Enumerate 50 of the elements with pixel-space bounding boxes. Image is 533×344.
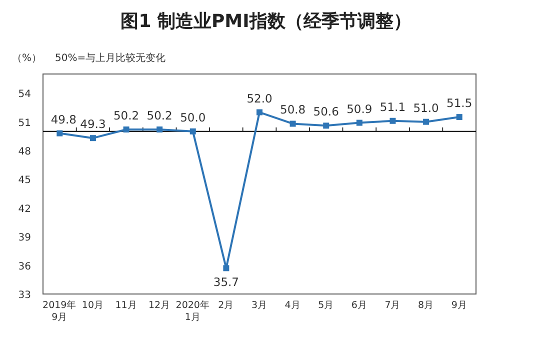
x-tick-label: 4月 [284,300,301,311]
y-tick-label: 33 [18,290,31,301]
data-label: 51.0 [413,100,439,115]
x-tick-label: 6月 [351,300,368,311]
data-label: 50.0 [180,110,206,124]
data-label: 50.9 [346,102,372,116]
x-tick-label: 2019年9月 [42,299,77,323]
data-label: 50.6 [313,104,339,119]
point [190,128,196,134]
point [256,109,262,116]
x-tick-label: 10月 [82,300,104,311]
data-label: 50.2 [146,108,172,122]
data-label: 49.3 [80,117,106,132]
data-label: 51.5 [446,96,472,110]
y-tick-label: 42 [18,204,31,215]
point [423,118,430,125]
point [356,120,362,126]
x-tick-label: 3月 [251,300,268,311]
title: 图1 制造业PMI指数（经季节调整） [120,11,412,32]
point [290,120,296,127]
point [456,114,462,120]
x-tick-label: 8月 [418,300,434,311]
point [90,135,96,142]
point [123,126,130,132]
point [323,122,330,129]
point [223,265,230,272]
x-tick-label: 11月 [115,300,138,311]
data-label: 50.2 [113,108,140,122]
point [390,118,396,124]
x-tick-label: 2月 [218,300,234,311]
ylabel: （%） [12,53,42,64]
x-tick-label: 12月 [148,300,171,311]
point [56,130,63,136]
annotation: 50%=与上月比较无变化 [55,53,166,64]
x-tick-label: 7月 [384,300,401,311]
y-tick-label: 45 [18,175,31,186]
data-label: 35.7 [213,275,239,290]
data-label: 49.8 [50,112,76,126]
data-label: 51.1 [380,100,406,114]
y-tick-label: 39 [18,232,31,244]
data-label: 52.0 [246,91,272,106]
y-tick-label: 48 [18,146,31,158]
x-tick-label: 5月 [318,300,334,311]
data-label: 50.8 [280,102,306,117]
x-tick-label: 9月 [451,300,468,311]
y-tick-label: 36 [18,261,31,272]
point [156,126,163,132]
y-tick-label: 54 [18,89,31,100]
y-tick-label: 51 [18,118,31,129]
x-tick-label: 2020年1月 [176,299,210,323]
